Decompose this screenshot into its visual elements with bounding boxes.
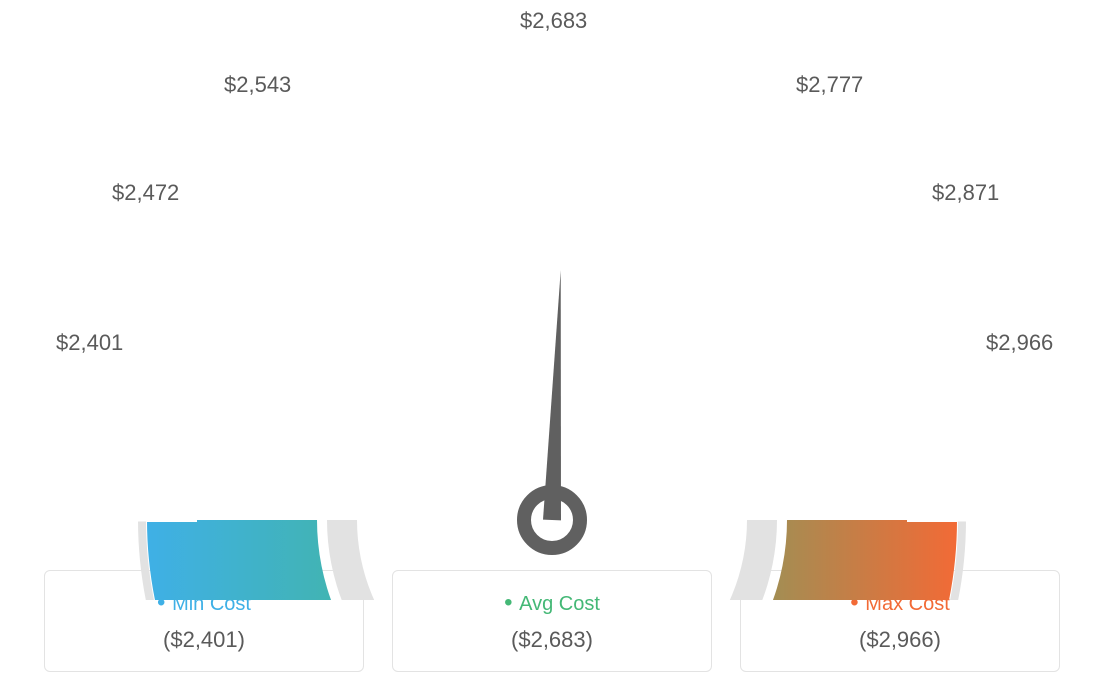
gauge-chart: $2,401 $2,472 $2,543 $2,683 $2,777 $2,871 $2,9… bbox=[0, 0, 1104, 570]
tick-label: $2,777 bbox=[796, 72, 863, 98]
tick-label: $2,472 bbox=[112, 180, 179, 206]
tick-label: $2,683 bbox=[520, 8, 587, 34]
tick-label: $2,966 bbox=[986, 330, 1053, 356]
tick-label: $2,543 bbox=[224, 72, 291, 98]
tick-label: $2,401 bbox=[56, 330, 123, 356]
tick-label: $2,871 bbox=[932, 180, 999, 206]
legend-min-value: ($2,401) bbox=[69, 627, 339, 653]
gauge-svg bbox=[52, 50, 1052, 600]
legend-avg-value: ($2,683) bbox=[417, 627, 687, 653]
legend-max-value: ($2,966) bbox=[765, 627, 1035, 653]
gauge-group bbox=[130, 98, 974, 600]
